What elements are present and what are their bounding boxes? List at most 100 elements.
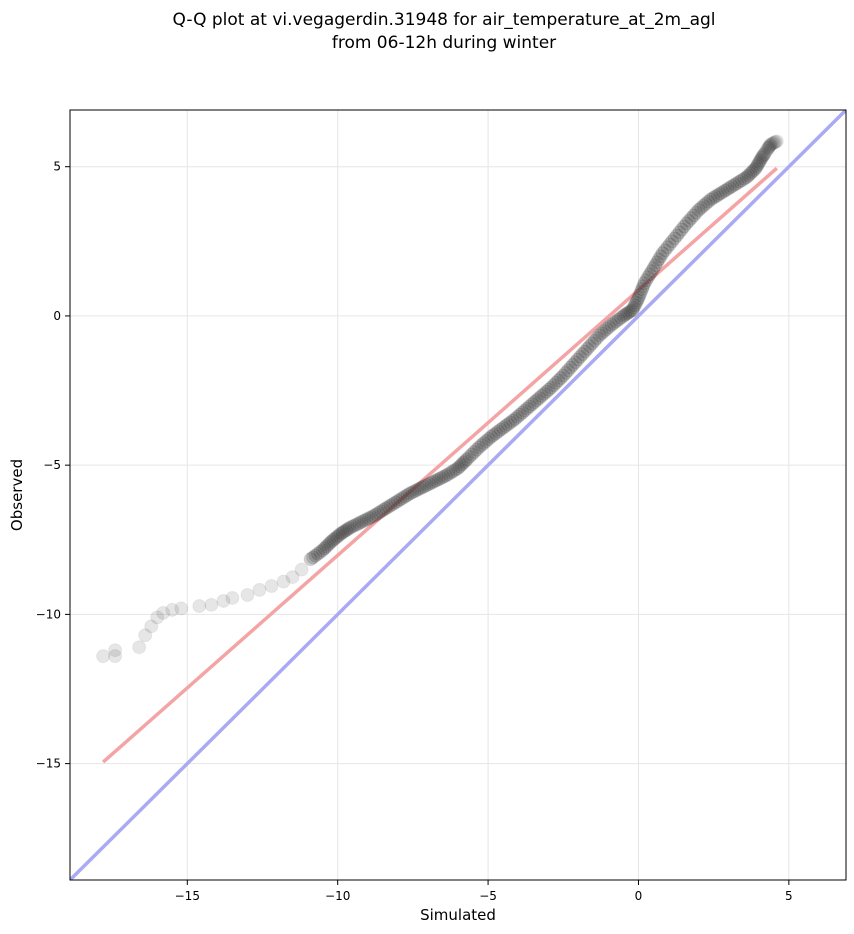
data-point bbox=[476, 436, 491, 451]
data-point bbox=[417, 479, 432, 494]
data-point bbox=[407, 484, 422, 499]
data-point bbox=[460, 452, 475, 467]
data-point bbox=[625, 302, 640, 317]
data-point bbox=[405, 485, 420, 500]
data-point bbox=[644, 264, 659, 279]
x-tick-label: −15 bbox=[175, 889, 200, 903]
data-point bbox=[386, 496, 401, 511]
data-point bbox=[587, 333, 602, 348]
data-point bbox=[337, 524, 352, 539]
data-point bbox=[419, 478, 434, 493]
data-point bbox=[395, 490, 410, 505]
data-point bbox=[448, 462, 463, 477]
data-point bbox=[192, 599, 207, 614]
data-point bbox=[484, 429, 499, 444]
data-point bbox=[347, 518, 362, 533]
data-point bbox=[737, 171, 752, 186]
x-axis-label: Simulated bbox=[420, 906, 496, 924]
data-point bbox=[500, 417, 515, 432]
data-point bbox=[681, 213, 696, 228]
data-point bbox=[710, 188, 725, 203]
data-point bbox=[604, 317, 619, 332]
data-point bbox=[657, 243, 672, 258]
data-point bbox=[752, 154, 767, 169]
data-point bbox=[749, 159, 764, 174]
data-point bbox=[762, 140, 777, 155]
data-point bbox=[713, 186, 728, 201]
data-point bbox=[651, 252, 666, 267]
data-point bbox=[597, 324, 612, 339]
data-point bbox=[759, 143, 774, 158]
data-point bbox=[655, 246, 670, 261]
data-point bbox=[766, 136, 781, 151]
data-point bbox=[315, 543, 330, 558]
data-point bbox=[630, 293, 645, 308]
data-point bbox=[757, 147, 772, 162]
data-point bbox=[748, 161, 763, 176]
data-point bbox=[768, 134, 783, 149]
data-point bbox=[352, 516, 367, 531]
data-point bbox=[691, 202, 706, 217]
y-axis-label: Observed bbox=[8, 459, 26, 531]
data-point bbox=[677, 219, 692, 234]
data-point bbox=[357, 513, 372, 528]
data-point bbox=[156, 605, 171, 620]
data-point bbox=[755, 148, 770, 163]
data-point bbox=[414, 480, 429, 495]
data-point bbox=[527, 395, 542, 410]
data-point bbox=[496, 420, 511, 435]
data-point bbox=[734, 173, 749, 188]
data-point bbox=[594, 326, 609, 341]
data-point bbox=[443, 465, 458, 480]
data-point bbox=[556, 368, 571, 383]
data-point bbox=[696, 198, 711, 213]
data-point bbox=[505, 413, 520, 428]
data-point bbox=[585, 336, 600, 351]
data-point bbox=[381, 499, 396, 514]
data-point bbox=[340, 522, 355, 537]
data-point bbox=[669, 228, 684, 243]
data-point bbox=[326, 532, 341, 547]
data-point bbox=[642, 267, 657, 282]
data-point bbox=[354, 514, 369, 529]
data-point bbox=[648, 258, 663, 273]
data-point bbox=[639, 273, 654, 288]
data-point bbox=[510, 409, 525, 424]
data-point bbox=[474, 438, 489, 453]
data-point bbox=[324, 534, 339, 549]
data-point bbox=[762, 139, 777, 154]
data-point bbox=[763, 138, 778, 153]
data-point bbox=[694, 200, 709, 215]
data-point bbox=[686, 208, 701, 223]
data-point bbox=[580, 341, 595, 356]
data-point bbox=[333, 526, 348, 541]
data-point bbox=[108, 643, 123, 658]
data-point bbox=[321, 537, 336, 552]
data-point bbox=[641, 270, 656, 285]
data-point bbox=[339, 523, 354, 538]
data-point bbox=[313, 545, 328, 560]
data-point bbox=[665, 234, 680, 249]
data-point bbox=[573, 349, 588, 364]
data-point bbox=[551, 373, 566, 388]
data-point bbox=[611, 312, 626, 327]
data-point bbox=[592, 328, 607, 343]
data-point bbox=[672, 225, 687, 240]
data-point bbox=[165, 602, 180, 617]
data-point bbox=[390, 493, 405, 508]
data-point bbox=[667, 231, 682, 246]
data-point bbox=[144, 619, 159, 634]
data-point bbox=[378, 501, 393, 516]
data-point bbox=[520, 401, 535, 416]
data-point bbox=[563, 360, 578, 375]
x-ticks: −15 −10 −5 0 5 bbox=[175, 880, 793, 903]
data-point bbox=[720, 182, 735, 197]
data-point bbox=[310, 546, 325, 561]
data-point bbox=[319, 539, 334, 554]
data-point bbox=[138, 628, 153, 643]
data-point bbox=[689, 205, 704, 220]
data-point bbox=[553, 371, 568, 386]
grid bbox=[70, 110, 846, 880]
data-point bbox=[467, 445, 482, 460]
data-point bbox=[743, 166, 758, 181]
